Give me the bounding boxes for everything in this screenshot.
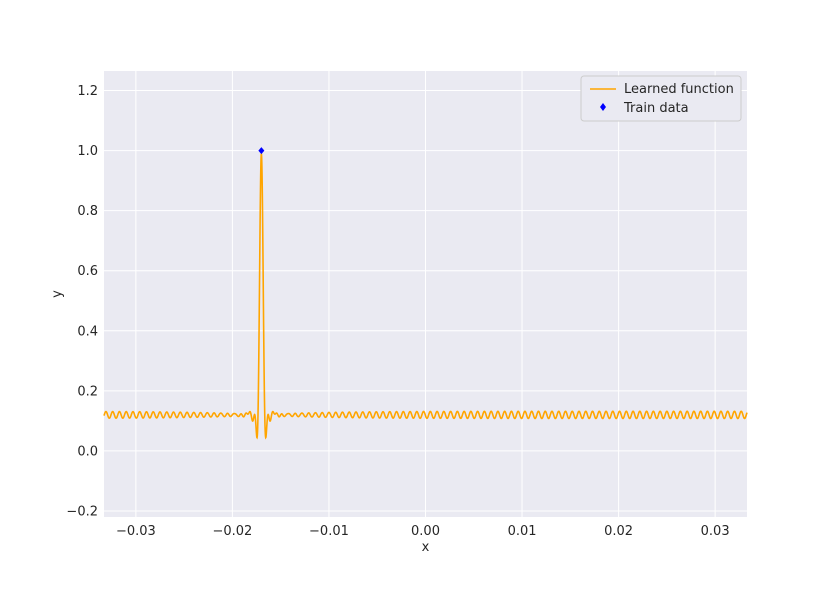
x-tick-label: 0.03 — [701, 524, 730, 539]
grid — [104, 71, 747, 517]
y-tick-label: −0.2 — [66, 504, 98, 519]
y-tick-label: 0.0 — [77, 444, 98, 459]
x-tick-labels: −0.03 −0.02 −0.01 0.00 0.01 0.02 0.03 — [116, 524, 730, 539]
legend-box — [580, 75, 742, 122]
y-tick-label: 0.6 — [77, 264, 98, 279]
y-tick-label: 0.2 — [77, 384, 98, 399]
y-axis-label: y — [50, 290, 65, 298]
x-tick-label: −0.03 — [116, 524, 156, 539]
x-tick-label: 0.01 — [508, 524, 537, 539]
series-layer — [103, 147, 748, 440]
x-tick-label: 0.00 — [411, 524, 440, 539]
y-tick-label: 0.4 — [77, 324, 98, 339]
legend-label-learned: Learned function — [624, 82, 734, 97]
y-tick-label: 1.2 — [77, 84, 98, 99]
train-data-point — [258, 147, 265, 155]
legend: Learned function Train data — [580, 75, 742, 122]
x-tick-label: −0.02 — [212, 524, 252, 539]
learned-function-line — [103, 153, 748, 440]
x-tick-label: 0.02 — [604, 524, 633, 539]
y-tick-labels: −0.2 0.0 0.2 0.4 0.6 0.8 1.0 1.2 — [66, 84, 98, 519]
x-tick-label: −0.01 — [309, 524, 349, 539]
legend-label-train: Train data — [623, 101, 689, 116]
train-data-points — [258, 147, 265, 155]
y-tick-label: 0.8 — [77, 204, 98, 219]
y-tick-label: 1.0 — [77, 144, 98, 159]
x-axis-label: x — [422, 540, 430, 555]
legend-diamond-icon — [600, 103, 606, 111]
